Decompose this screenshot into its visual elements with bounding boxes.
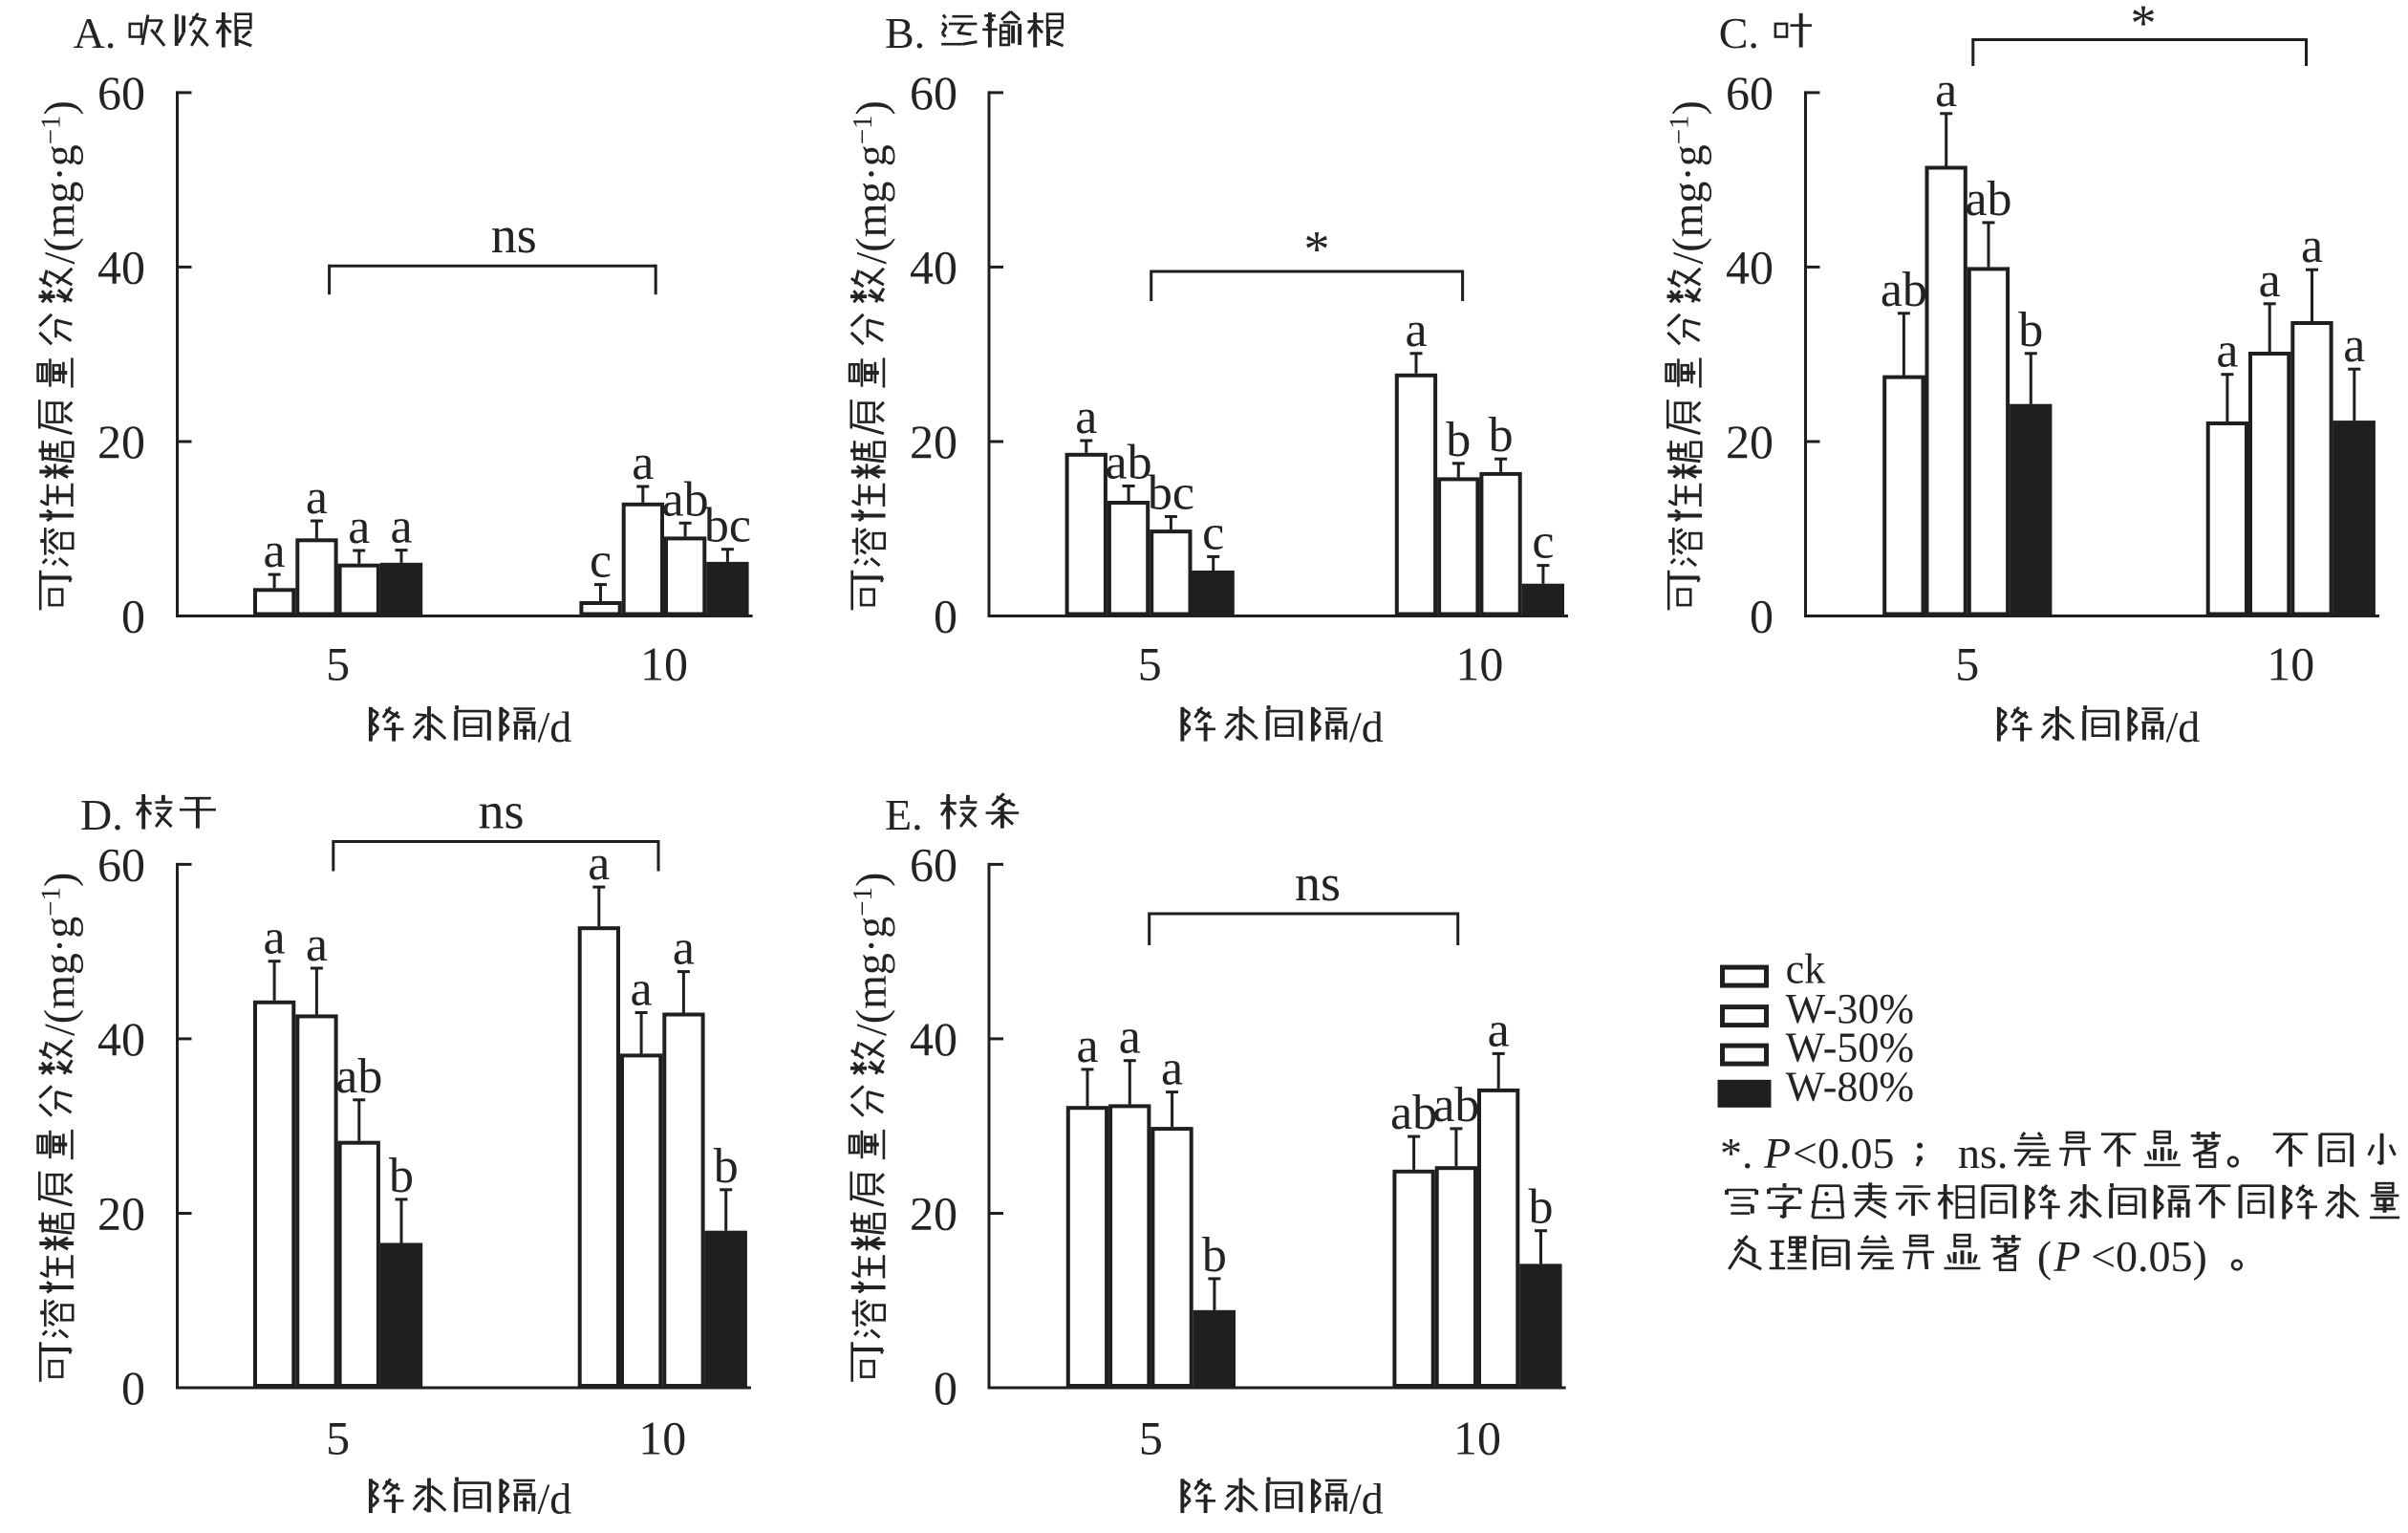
svg-text:a: a: [306, 918, 328, 972]
svg-text:<0.05): <0.05): [2091, 1232, 2207, 1281]
svg-text:5: 5: [326, 1411, 350, 1464]
svg-text:/d: /d: [1349, 702, 1384, 751]
svg-text:a: a: [1119, 1010, 1141, 1065]
svg-text:b: b: [2018, 303, 2043, 357]
svg-text:bc: bc: [1148, 466, 1194, 521]
svg-text:0: 0: [121, 590, 145, 643]
svg-text:5: 5: [1139, 1411, 1163, 1464]
svg-text:ns.: ns.: [1958, 1129, 2008, 1177]
svg-text:a: a: [1076, 1019, 1098, 1073]
svg-text:0: 0: [1750, 590, 1774, 643]
svg-text:W-80%: W-80%: [1786, 1063, 1914, 1110]
svg-text:a: a: [2301, 219, 2323, 273]
svg-text:a: a: [1488, 1003, 1510, 1057]
svg-text:0: 0: [121, 1361, 145, 1414]
svg-text:5: 5: [1955, 637, 1979, 691]
svg-text:b: b: [1202, 1228, 1227, 1283]
svg-text:10: 10: [640, 637, 688, 691]
svg-text:40: 40: [97, 240, 145, 293]
svg-text:/(mg·g−1): /(mg·g−1): [35, 100, 84, 264]
svg-text:20: 20: [910, 1187, 957, 1241]
svg-text:ab: ab: [662, 472, 709, 527]
svg-text:D.: D.: [80, 790, 123, 839]
svg-text:ck: ck: [1786, 946, 1826, 993]
svg-text:40: 40: [910, 240, 957, 293]
svg-text:10: 10: [1453, 1411, 1501, 1464]
svg-text:c: c: [1202, 506, 1224, 560]
svg-text:B.: B.: [885, 9, 925, 57]
svg-text:ab: ab: [335, 1049, 382, 1104]
svg-text:b: b: [1446, 413, 1471, 467]
svg-text:/d: /d: [538, 702, 572, 751]
svg-text:40: 40: [910, 1012, 957, 1066]
svg-text:ns: ns: [491, 206, 537, 264]
svg-text:10: 10: [1455, 637, 1503, 691]
svg-text:P: P: [2053, 1232, 2080, 1281]
svg-text:(: (: [2037, 1232, 2052, 1281]
svg-text:60: 60: [910, 837, 957, 891]
svg-text:c: c: [590, 534, 612, 589]
svg-text:b: b: [1529, 1180, 1554, 1235]
svg-text:40: 40: [1726, 240, 1774, 293]
svg-text:60: 60: [97, 66, 145, 119]
svg-text:/d: /d: [538, 1475, 572, 1523]
svg-text:E.: E.: [885, 790, 923, 839]
svg-text:c: c: [1532, 515, 1554, 570]
svg-text:a: a: [673, 921, 695, 976]
svg-text:W-30%: W-30%: [1786, 985, 1914, 1032]
svg-text:b: b: [1489, 408, 1514, 463]
svg-text:a: a: [631, 962, 653, 1017]
svg-text:a: a: [1075, 390, 1097, 444]
svg-text:40: 40: [97, 1012, 145, 1066]
svg-text:/d: /d: [1349, 1475, 1384, 1523]
svg-text:C.: C.: [1719, 9, 1759, 57]
svg-text:A.: A.: [74, 9, 117, 57]
svg-text:60: 60: [910, 66, 957, 119]
svg-text:60: 60: [97, 837, 145, 891]
svg-text:W-50%: W-50%: [1786, 1025, 1914, 1071]
svg-text:a: a: [1935, 63, 1957, 118]
svg-text:a: a: [2216, 324, 2238, 378]
svg-text:b: b: [389, 1149, 414, 1203]
svg-text:20: 20: [1726, 415, 1774, 468]
svg-text:ns: ns: [1295, 854, 1341, 912]
svg-text:a: a: [390, 500, 412, 554]
svg-text:60: 60: [1726, 66, 1774, 119]
svg-text:bc: bc: [704, 499, 751, 553]
svg-text:a: a: [2343, 318, 2365, 373]
svg-text:a: a: [1405, 303, 1427, 357]
svg-text:20: 20: [97, 415, 145, 468]
svg-text:*.: *.: [1720, 1129, 1753, 1177]
svg-text:/d: /d: [2166, 702, 2201, 751]
svg-text:ab: ab: [1106, 436, 1152, 490]
svg-text:b: b: [714, 1139, 739, 1194]
svg-text:a: a: [632, 436, 654, 490]
svg-text:*: *: [1304, 220, 1330, 277]
svg-text:ab: ab: [1965, 172, 2011, 227]
svg-text:*: *: [2131, 0, 2157, 52]
svg-text:a: a: [588, 836, 610, 891]
svg-text:a: a: [1161, 1042, 1183, 1096]
svg-text:ns: ns: [478, 783, 524, 840]
svg-text:5: 5: [1138, 637, 1162, 691]
svg-text:a: a: [264, 911, 286, 965]
svg-text:ab: ab: [1432, 1078, 1479, 1133]
svg-text:ab: ab: [1881, 263, 1927, 317]
svg-text:a: a: [264, 524, 286, 578]
svg-text:0: 0: [934, 590, 957, 643]
svg-text:ab: ab: [1390, 1086, 1437, 1140]
svg-text:a: a: [348, 500, 370, 554]
svg-text:20: 20: [910, 415, 957, 468]
svg-text:10: 10: [2267, 637, 2314, 691]
svg-text:<0.05: <0.05: [1793, 1129, 1894, 1177]
svg-text:a: a: [306, 470, 328, 525]
svg-text:0: 0: [934, 1361, 957, 1414]
svg-text:a: a: [2259, 253, 2281, 308]
svg-text:10: 10: [638, 1411, 686, 1464]
svg-text:P: P: [1763, 1129, 1791, 1177]
svg-text:5: 5: [326, 637, 350, 691]
svg-text:20: 20: [97, 1187, 145, 1241]
